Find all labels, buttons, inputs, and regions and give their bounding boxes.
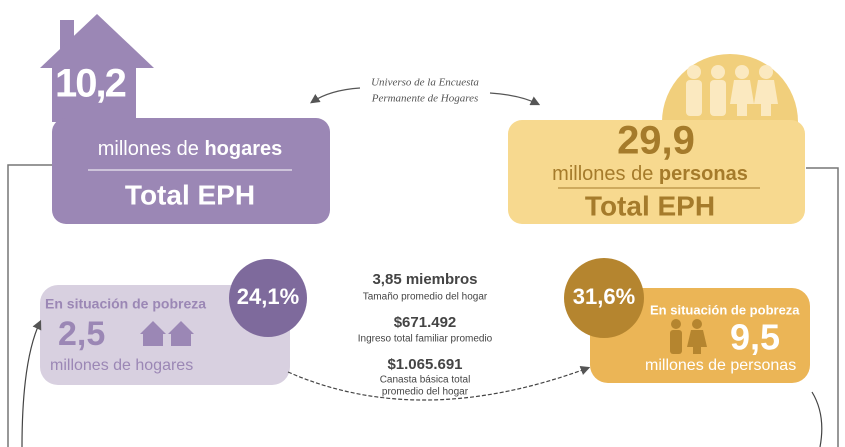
persons-unit: millones de personas [552,163,748,185]
persons-value: 29,9 [617,119,695,163]
stat-value: $1.065.691 [387,356,462,373]
households-total: Total EPH [125,179,255,210]
poor-persons-percent: 31,6% [573,284,635,309]
poor-persons-unit: millones de personas [645,357,796,374]
stat-label: Ingreso total familiar promedio [358,334,493,345]
poor-households-percent: 24,1% [237,284,299,309]
households-value: 10,2 [55,62,126,106]
persons-block: 29,9 millones de personas Total EPH [508,54,805,224]
poor-households-value: 2,5 [58,315,105,353]
stat-label: Canasta básica total [380,375,471,386]
poor-persons-block: 31,6% En situación de pobreza 9,5 millon… [564,258,810,383]
stat-value: $671.492 [394,314,457,331]
frame-line [806,167,839,447]
stat-label: Tamaño promedio del hogar [363,292,488,303]
note-line: Universo de la Encuesta [371,77,479,89]
households-unit: millones de hogares [98,138,283,160]
stat-value: 3,85 miembros [372,271,477,288]
note-line: Permanente de Hogares [371,93,479,105]
stats: 3,85 miembros Tamaño promedio del hogar … [358,271,493,398]
poor-households-label: En situación de pobreza [45,296,206,312]
poor-persons-label: En situación de pobreza [650,302,800,317]
poor-households-block: 24,1% En situación de pobreza 2,5 millon… [40,259,307,385]
frame-line [7,164,52,447]
poor-persons-value: 9,5 [730,317,780,358]
poor-households-unit: millones de hogares [50,357,193,374]
persons-total: Total EPH [585,190,715,221]
households-block: 10,2 millones de hogares Total EPH [40,14,330,224]
stat-label: promedio del hogar [382,387,469,398]
